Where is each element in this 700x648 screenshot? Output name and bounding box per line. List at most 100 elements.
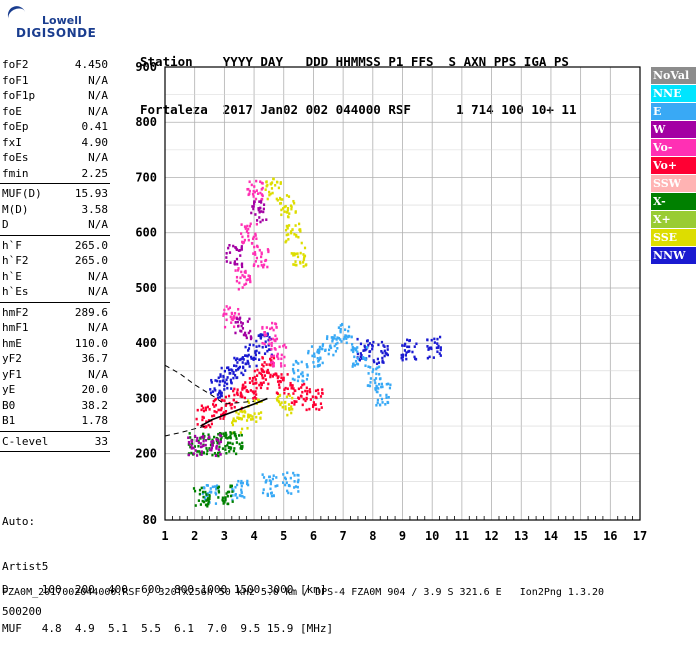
echo-point [305, 363, 308, 366]
echo-point [277, 400, 281, 404]
echo-point [243, 386, 246, 390]
echo-point [288, 394, 291, 398]
echo-point [307, 351, 310, 355]
echo-point [369, 377, 373, 380]
echo-point [213, 452, 217, 455]
echo-point [263, 352, 267, 355]
param-label: hmE [2, 336, 22, 350]
echo-point [437, 346, 440, 349]
echo-point [293, 400, 296, 403]
param-value: N/A [88, 269, 108, 283]
echo-point [222, 379, 225, 382]
echo-point [232, 316, 235, 320]
echo-point [241, 286, 244, 289]
echo-point [364, 364, 367, 368]
echo-point [241, 240, 244, 244]
echo-point [248, 381, 252, 385]
param-value: 289.6 [74, 305, 108, 319]
echo-point [301, 403, 304, 407]
echo-point [293, 371, 296, 375]
echo-point [235, 410, 238, 414]
echo-point [226, 494, 229, 498]
echo-point [216, 396, 220, 400]
echo-point [270, 344, 273, 348]
echo-point [352, 350, 355, 354]
echo-point [252, 343, 255, 347]
echo-point [287, 215, 290, 219]
echo-point [306, 374, 309, 377]
echo-point [333, 334, 336, 337]
echo-point [311, 354, 314, 358]
echo-point [224, 409, 228, 413]
echo-point [294, 224, 297, 227]
echo-point [229, 261, 232, 264]
echo-point [214, 397, 218, 401]
echo-point [255, 189, 258, 192]
echo-point [255, 339, 258, 343]
echo-point [254, 234, 257, 237]
echo-point [223, 434, 226, 438]
echo-point [294, 252, 297, 256]
param-label: hmF2 [2, 305, 29, 319]
echo-point [254, 378, 258, 381]
echo-point [228, 372, 231, 375]
echo-point [284, 228, 288, 232]
y-tick-label: 400 [135, 336, 157, 350]
echo-point [210, 491, 213, 494]
echo-point [265, 184, 268, 188]
echo-point [289, 384, 292, 387]
echo-point [255, 393, 258, 396]
echo-point [266, 248, 270, 251]
echo-point [437, 344, 440, 348]
param-row-foep: foEp 0.41 [0, 120, 110, 136]
echo-point [358, 358, 361, 362]
echo-point [301, 374, 304, 378]
echo-point [233, 393, 236, 397]
echo-point [225, 378, 228, 382]
echo-point [387, 395, 390, 399]
echo-point [223, 399, 226, 402]
echo-point [243, 283, 246, 287]
echo-point [261, 356, 264, 360]
echo-point [266, 492, 269, 496]
param-value: N/A [88, 321, 108, 334]
legend-item-nnw: NNW [651, 247, 696, 264]
echo-point [324, 348, 327, 352]
echo-point [229, 494, 233, 498]
echo-point [282, 481, 285, 484]
echo-point [225, 318, 228, 322]
echo-point [231, 487, 234, 491]
echo-point [302, 258, 305, 262]
param-label: h`F [2, 238, 22, 252]
echo-point [260, 372, 263, 375]
echo-point [381, 385, 384, 389]
echo-point [264, 258, 268, 262]
echo-point [262, 476, 266, 479]
echo-point [286, 413, 289, 417]
y-tick-label: 700 [135, 170, 157, 184]
echo-point [240, 324, 243, 328]
param-row-foe: foE N/A [0, 105, 110, 121]
echo-point [188, 432, 191, 435]
echo-point [276, 352, 279, 356]
echo-point [296, 480, 300, 484]
echo-point [256, 398, 260, 402]
echo-point [386, 353, 389, 357]
echo-point [268, 363, 271, 366]
echo-point [218, 389, 221, 393]
echo-point [215, 410, 218, 414]
echo-point [267, 338, 270, 342]
echo-point [326, 335, 329, 338]
echo-point [297, 235, 300, 239]
echo-point [262, 488, 265, 491]
echo-point [285, 233, 288, 237]
echo-point [308, 407, 311, 411]
param-label: h`Es [2, 285, 29, 298]
echo-point [225, 451, 228, 455]
echo-point [318, 348, 321, 352]
echo-point [204, 490, 207, 494]
echo-point [231, 442, 234, 446]
echo-point [197, 444, 200, 448]
echo-point [200, 435, 203, 439]
echo-point [375, 385, 378, 388]
